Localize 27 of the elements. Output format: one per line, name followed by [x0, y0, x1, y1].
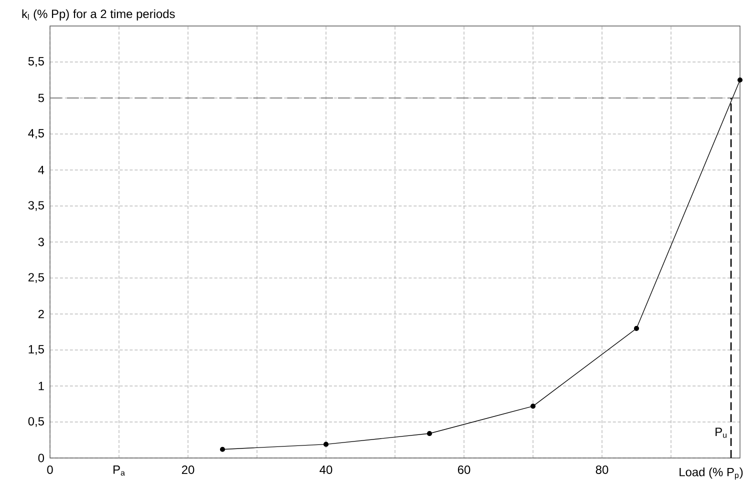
y-axis-title: k$_{l}$ (% Pp) for a 2 time periods — [22, 9, 175, 20]
y-tick-label: 5 — [38, 94, 44, 102]
y-tick-label: 0 — [38, 454, 44, 462]
x-tick-label: P$_{a}$ — [114, 466, 125, 476]
x-tick-label: 20 — [182, 466, 194, 474]
y-tick-label: 4,5 — [28, 129, 44, 139]
y-tick-label: 5,5 — [28, 57, 44, 67]
y-tick-label: 2 — [38, 310, 44, 318]
point — [426, 430, 432, 436]
x-tick-label: 60 — [458, 466, 470, 474]
y-tick-label: 4 — [38, 166, 44, 174]
point — [737, 77, 743, 83]
point — [220, 446, 226, 452]
y-tick-label: 2,5 — [28, 273, 44, 283]
point — [634, 326, 640, 331]
y-tick-label: 1,5 — [28, 345, 44, 355]
x-axis-title: Load (% P$_{p}$) — [680, 468, 743, 480]
x-tick-label: 0 — [47, 466, 53, 474]
y-tick-label: 1 — [38, 382, 44, 390]
point — [530, 404, 536, 409]
y-tick-label: 0,5 — [28, 417, 44, 427]
x-tick-label: 40 — [320, 466, 332, 474]
x-tick-label: 80 — [596, 466, 608, 474]
ref-line-label: P$_{u}$ — [716, 428, 726, 438]
y-tick-label: 3,5 — [28, 201, 44, 211]
point — [323, 442, 329, 447]
y-tick-label: 3 — [38, 238, 44, 246]
